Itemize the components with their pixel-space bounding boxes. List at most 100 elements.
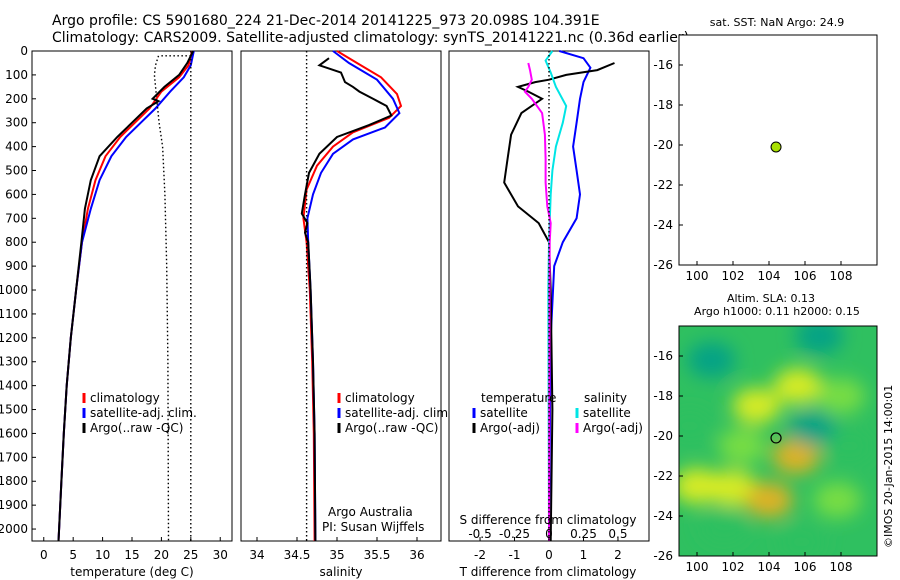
temperature-xtick-label: 20: [154, 548, 169, 562]
temperature-frame: [31, 50, 233, 542]
sla-map-xtick-label: 106: [794, 560, 817, 574]
sla-anomaly-blob: [772, 438, 820, 474]
T-diff-tick-label: -1: [509, 548, 521, 562]
salinity-xtick-label: 36: [409, 548, 424, 562]
salinity-legend-label: satellite-adj. clim.: [345, 406, 452, 420]
sla-field: [679, 326, 874, 556]
temperature-legend-label: climatology: [90, 391, 160, 405]
depth-tick-label: 600: [5, 187, 28, 201]
S-diff-tick-label: 0.25: [570, 527, 597, 541]
imos-watermark: ©IMOS 20-Jan-2015 14:00:01: [882, 385, 895, 548]
sla-map-frame: [678, 325, 878, 557]
sla-anomaly-blob: [826, 428, 874, 464]
panel-sst-map: -16 -18 -20 -22 -24 -26 100 102 104 106 108 sat. SS…: [653, 16, 878, 283]
sla-map-ytick-label: -22: [653, 469, 673, 483]
salinity-legend-label: climatology: [345, 391, 415, 405]
S-diff-tick-label: 0.5: [608, 527, 627, 541]
depth-tick-label: 1400: [0, 379, 28, 393]
depth-tick-label: 1900: [0, 498, 28, 512]
sla-argo-marker: [770, 432, 782, 444]
sla-anomaly-blob: [813, 482, 862, 518]
sst-map-xtick-label: 104: [758, 269, 781, 283]
sla-anomaly-blob: [679, 408, 714, 444]
depth-tick-label: 0: [20, 44, 28, 58]
T-diff-tick-label: 1: [580, 548, 588, 562]
sla-anomaly-blob: [773, 368, 822, 404]
salinity-legend-label: Argo(..raw -QC): [345, 421, 438, 435]
sla-anomaly-blob: [687, 342, 736, 378]
sla-map-xtick-label: 108: [830, 560, 853, 574]
depth-tick-label: 100: [5, 68, 28, 82]
temperature-xtick-label: 25: [183, 548, 198, 562]
sla-map-ytick-label: -26: [653, 549, 673, 563]
sla-map-title2: Argo h1000: 0.11 h2000: 0.15: [694, 305, 860, 318]
temperature-xtick-label: 0: [40, 548, 48, 562]
sla-anomaly-blob: [817, 378, 865, 414]
sla-field-blurred: [679, 326, 874, 556]
salinity-xtick-label: 34.5: [284, 548, 311, 562]
depth-tick-label: 1300: [0, 355, 28, 369]
sla-anomaly-blob: [700, 508, 748, 544]
depth-tick-label: 1200: [0, 331, 28, 345]
panel-salinity: 34 34.5 35 35.5 36 salinity climatologysatelli…: [240, 50, 452, 579]
sst-map-ytick-label: -18: [653, 98, 673, 112]
sla-map-xtick-label: 100: [686, 560, 709, 574]
sla-map-title1: Altim. SLA: 0.13: [727, 292, 815, 305]
legend-temperature-title: temperature: [481, 391, 556, 405]
depth-tick-label: 1500: [0, 403, 28, 417]
sst-map-xtick-label: 102: [722, 269, 745, 283]
salinity-xtick-label: 34: [249, 548, 264, 562]
temperature-series-line: [57, 50, 195, 542]
difference-temperature-legend-label: Argo(-adj): [480, 421, 540, 435]
depth-tick-label: 1600: [0, 426, 28, 440]
S-diff-tick-label: -0.25: [499, 527, 530, 541]
temperature-legend-label: satellite-adj. clim.: [90, 406, 197, 420]
panel-sla-map: -16 -18 -20 -22 -24 -26 100 102 104 106 108 Altim. …: [653, 292, 878, 574]
sla-map-xtick-label: 104: [758, 560, 781, 574]
difference-series-line: [548, 50, 592, 542]
depth-tick-label: 1000: [0, 283, 28, 297]
depth-tick-label: 2000: [0, 522, 28, 536]
difference-temperature-legend-label: satellite: [480, 406, 528, 420]
salinity-xlabel: salinity: [319, 565, 362, 579]
sla-anomaly-blob: [718, 428, 766, 464]
depth-tick-label: 300: [5, 116, 28, 130]
sla-anomaly-blob: [679, 468, 721, 504]
temperature-xtick-label: 5: [69, 548, 77, 562]
temperature-xtick-label: 15: [124, 548, 139, 562]
sst-map-ytick-label: -20: [653, 138, 673, 152]
S-diff-label: S difference from climatology: [460, 513, 637, 527]
temperature-xtick-label: 30: [213, 548, 228, 562]
depth-tick-label: 700: [5, 211, 28, 225]
salinity-frame: [240, 50, 442, 542]
T-diff-tick-label: 2: [614, 548, 622, 562]
header-line1: Argo profile: CS 5901680_224 21-Dec-2014…: [52, 13, 600, 29]
header-line2: Climatology: CARS2009. Satellite-adjuste…: [52, 30, 689, 46]
sst-map-title: sat. SST: NaN Argo: 24.9: [710, 16, 844, 29]
depth-tick-label: 200: [5, 92, 28, 106]
depth-tick-label: 400: [5, 140, 28, 154]
sla-anomaly-blob: [795, 326, 844, 354]
sst-map-ytick-label: -26: [653, 258, 673, 272]
annotation-line1: Argo Australia: [328, 505, 413, 519]
sst-map-xtick-label: 106: [794, 269, 817, 283]
sla-map-ytick-label: -24: [653, 509, 673, 523]
temperature-legend-label: Argo(..raw -QC): [90, 421, 183, 435]
difference-series-line: [523, 62, 552, 542]
temperature-xtick-label: 10: [95, 548, 110, 562]
depth-tick-label: 1100: [0, 307, 28, 321]
sla-anomaly-blob: [788, 410, 837, 446]
T-diff-tick-label: 0: [545, 548, 553, 562]
S-diff-tick-label: 0: [545, 527, 553, 541]
salinity-xtick-label: 35.5: [364, 548, 391, 562]
sla-anomaly-blob: [745, 482, 793, 518]
legend-salinity-title: salinity: [584, 391, 627, 405]
sla-anomaly-blob: [777, 524, 826, 556]
sla-map-ytick-label: -20: [653, 429, 673, 443]
T-diff-tick-label: -2: [474, 548, 486, 562]
T-diff-label: T difference from climatology: [459, 565, 637, 579]
difference-salinity-legend-label: Argo(-adj): [583, 421, 643, 435]
argo-position-marker: [770, 141, 782, 153]
sst-map-ytick-label: -24: [653, 218, 673, 232]
